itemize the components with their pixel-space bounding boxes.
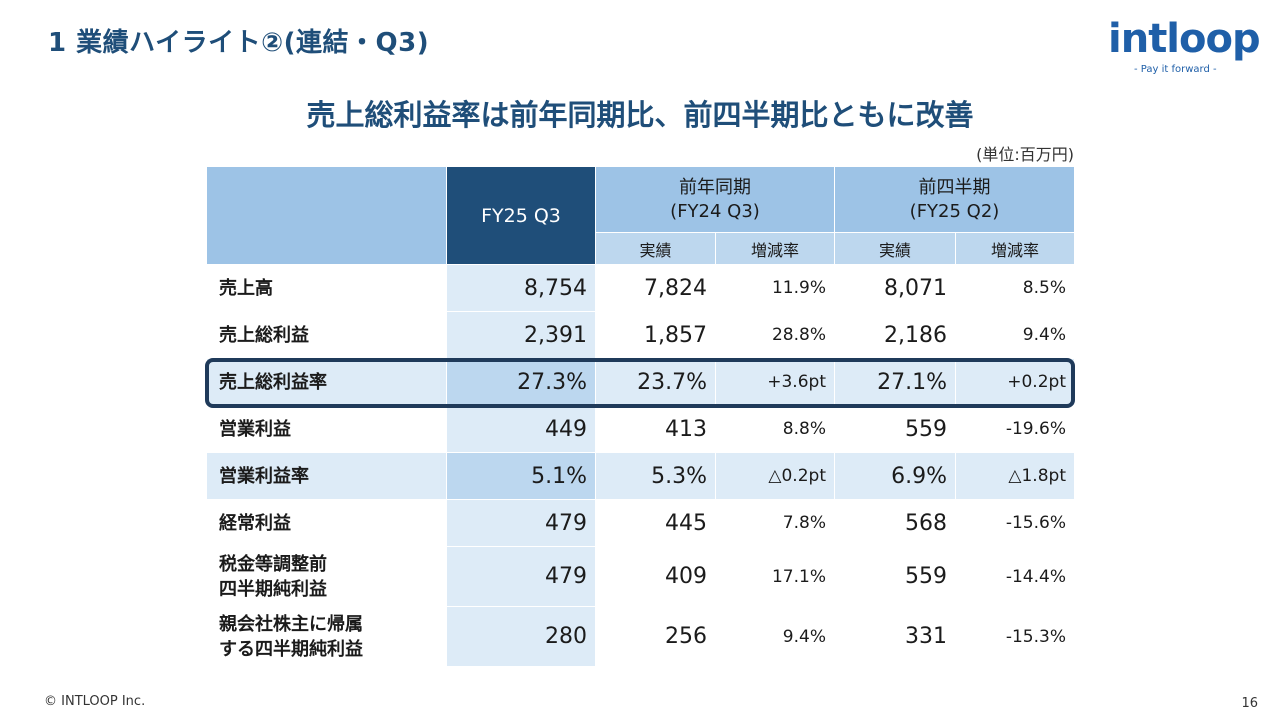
header-yoy-group: 前年同期 (FY24 Q3) — [595, 166, 835, 233]
financial-table: FY25 Q3 前年同期 (FY24 Q3) 前四半期 (FY25 Q2) 実績… — [206, 166, 1075, 667]
header-yoy-actual: 実績 — [595, 232, 716, 265]
header-qoq-line1: 前四半期 — [918, 176, 991, 198]
row-label-line1: 親会社株主に帰属 — [219, 613, 363, 635]
row-label-line2: 四半期純利益 — [219, 578, 327, 600]
cell-current: 479 — [446, 499, 596, 547]
slide-title: 1 業績ハイライト②(連結・Q3) — [48, 28, 430, 58]
logo-tagline: - Pay it forward - — [1134, 64, 1217, 75]
row-label: 税金等調整前 四半期純利益 — [206, 546, 447, 607]
unit-note: (単位:百万円) — [976, 145, 1074, 164]
cell-yoy-change: 17.1% — [715, 546, 835, 607]
cell-qoq-value: 2,186 — [834, 311, 956, 359]
cell-qoq-value: 559 — [834, 405, 956, 453]
header-yoy-line1: 前年同期 — [679, 176, 751, 198]
header-yoy-line2: (FY24 Q3) — [670, 200, 760, 222]
cell-qoq-value: 568 — [834, 499, 956, 547]
cell-yoy-change: 7.8% — [715, 499, 835, 547]
cell-current: 449 — [446, 405, 596, 453]
cell-yoy-change: 11.9% — [715, 264, 835, 312]
table-row: 営業利益 449 413 8.8% 559 -19.6% — [206, 405, 1075, 453]
cell-yoy-change: +3.6pt — [715, 358, 835, 406]
row-label: 売上総利益 — [206, 311, 447, 359]
cell-yoy-change: 28.8% — [715, 311, 835, 359]
header-qoq-change: 増減率 — [955, 232, 1075, 265]
cell-yoy-value: 1,857 — [595, 311, 716, 359]
header-qoq-line2: (FY25 Q2) — [909, 200, 1000, 222]
cell-qoq-change: +0.2pt — [955, 358, 1075, 406]
cell-current: 2,391 — [446, 311, 596, 359]
cell-yoy-change: △0.2pt — [715, 452, 835, 500]
row-label: 売上総利益率 — [206, 358, 447, 406]
cell-qoq-value: 8,071 — [834, 264, 956, 312]
cell-qoq-change: -19.6% — [955, 405, 1075, 453]
cell-yoy-change: 8.8% — [715, 405, 835, 453]
headline: 売上総利益率は前年同期比、前四半期比ともに改善 — [306, 98, 974, 132]
cell-qoq-value: 27.1% — [834, 358, 956, 406]
table-row: 売上高 8,754 7,824 11.9% 8,071 8.5% — [206, 264, 1075, 312]
cell-yoy-value: 5.3% — [595, 452, 716, 500]
cell-yoy-value: 413 — [595, 405, 716, 453]
cell-qoq-value: 559 — [834, 546, 956, 607]
cell-qoq-change: 9.4% — [955, 311, 1075, 359]
table-row: 営業利益率 5.1% 5.3% △0.2pt 6.9% △1.8pt — [206, 452, 1075, 500]
cell-qoq-value: 331 — [834, 606, 956, 667]
table-row: 売上総利益 2,391 1,857 28.8% 2,186 9.4% — [206, 311, 1075, 359]
row-label: 営業利益 — [206, 405, 447, 453]
cell-qoq-change: 8.5% — [955, 264, 1075, 312]
cell-yoy-value: 256 — [595, 606, 716, 667]
row-label: 親会社株主に帰属 する四半期純利益 — [206, 606, 447, 667]
intloop-logo: intloop - Pay it forward - — [1108, 16, 1261, 80]
cell-qoq-change: △1.8pt — [955, 452, 1075, 500]
cell-current: 280 — [446, 606, 596, 667]
header-yoy-change: 増減率 — [715, 232, 835, 265]
table-row: 親会社株主に帰属 する四半期純利益 280 256 9.4% 331 -15.3… — [206, 606, 1075, 667]
cell-yoy-change: 9.4% — [715, 606, 835, 667]
row-label: 売上高 — [206, 264, 447, 312]
table-row: 売上総利益率 27.3% 23.7% +3.6pt 27.1% +0.2pt — [206, 358, 1075, 406]
header-qoq-actual: 実績 — [834, 232, 956, 265]
cell-qoq-value: 6.9% — [834, 452, 956, 500]
cell-current: 479 — [446, 546, 596, 607]
cell-yoy-value: 409 — [595, 546, 716, 607]
footer-copyright: © INTLOOP Inc. — [44, 694, 146, 709]
page-number: 16 — [1241, 696, 1258, 711]
cell-current: 27.3% — [446, 358, 596, 406]
row-label: 経常利益 — [206, 499, 447, 547]
header-current-period: FY25 Q3 — [446, 166, 596, 265]
cell-current: 8,754 — [446, 264, 596, 312]
cell-current: 5.1% — [446, 452, 596, 500]
row-label: 営業利益率 — [206, 452, 447, 500]
logo-wordmark: intloop — [1108, 16, 1261, 62]
cell-qoq-change: -15.6% — [955, 499, 1075, 547]
cell-qoq-change: -15.3% — [955, 606, 1075, 667]
cell-qoq-change: -14.4% — [955, 546, 1075, 607]
header-blank-cell — [206, 166, 447, 265]
table-row: 税金等調整前 四半期純利益 479 409 17.1% 559 -14.4% — [206, 546, 1075, 607]
cell-yoy-value: 445 — [595, 499, 716, 547]
table-row: 経常利益 479 445 7.8% 568 -15.6% — [206, 499, 1075, 547]
row-label-line2: する四半期純利益 — [219, 638, 363, 660]
header-qoq-group: 前四半期 (FY25 Q2) — [834, 166, 1075, 233]
row-label-line1: 税金等調整前 — [219, 553, 327, 575]
cell-yoy-value: 7,824 — [595, 264, 716, 312]
cell-yoy-value: 23.7% — [595, 358, 716, 406]
